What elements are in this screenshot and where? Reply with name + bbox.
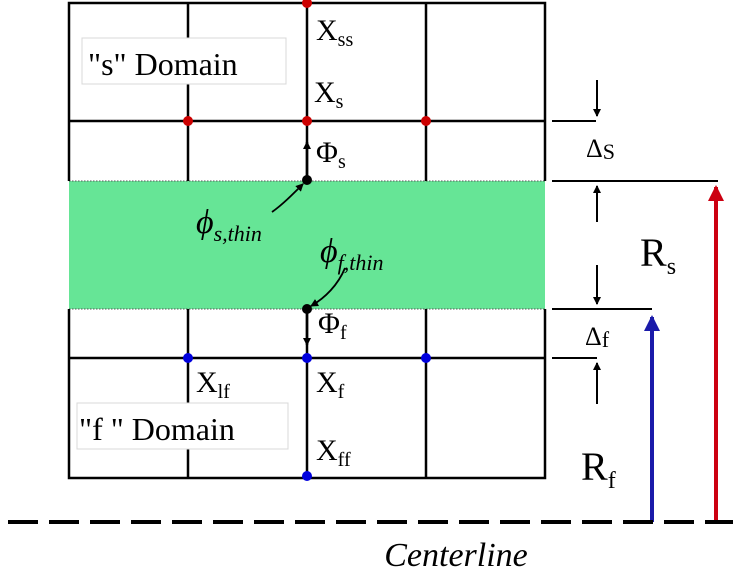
node-x-lf [183,353,193,363]
label-flux-f: Φf [318,307,347,344]
f-nodes [183,353,431,481]
label-x-ss: Xss [316,14,353,51]
node-x-ff [302,471,312,481]
node-x-ss [302,0,312,8]
label-x-lf: Xlf [196,366,230,403]
interface-point-f [302,304,312,314]
phi-s-thin-leader [271,183,304,213]
f-domain-box [76,402,289,450]
centerline-label: Centerline [384,537,528,574]
phi-f-thin-leader [310,267,346,307]
label-phi-s-thin: ϕs,thin [196,204,262,246]
label-delta-s: ΔS [586,134,615,164]
label-x-f: Xf [316,366,345,403]
label-x-ff: Xff [316,434,351,471]
label-flux-s: Φs [316,136,346,173]
label-x-s: Xs [314,76,344,113]
label-r-f: Rf [581,444,616,494]
s-domain-label: "s" Domain [88,46,238,82]
node-x-s [302,116,312,126]
node-s-right [421,116,431,126]
dimension-lines [552,80,718,404]
label-r-s: Rs [640,230,676,280]
node-s-left [183,116,193,126]
interface-point-s [302,175,312,185]
label-delta-f: Δf [585,322,610,352]
thin-region [69,181,545,309]
f-domain-label: "f " Domain [79,411,235,447]
label-phi-f-thin: ϕf,thin [320,233,383,275]
s-nodes [183,0,431,126]
node-f-right [421,353,431,363]
s-domain-box [81,37,287,85]
node-x-f [302,353,312,363]
